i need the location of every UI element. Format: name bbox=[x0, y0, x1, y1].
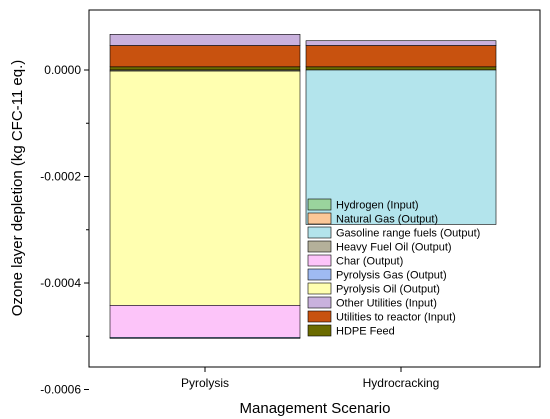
bar-segment-hydrocracking-gasoline-range-fuels-output bbox=[305, 69, 497, 225]
bar-segment-hydrocracking-hdpe-feed bbox=[305, 66, 497, 71]
legend-swatch-hydrogen-input bbox=[307, 198, 332, 211]
legend-swatch-gasoline-range-fuels-output bbox=[307, 226, 332, 239]
legend-label-gasoline-range-fuels-output: Gasoline range fuels (Output) bbox=[336, 228, 480, 240]
legend-swatch-pyrolysis-oil-output bbox=[307, 282, 332, 295]
bar-segment-pyrolysis-pyrolysis-gas-output bbox=[109, 337, 301, 339]
legend-swatch-utilities-to-reactor-input bbox=[307, 310, 332, 323]
legend-label-hydrogen-input: Hydrogen (Input) bbox=[336, 200, 419, 212]
bar-segment-pyrolysis-pyrolysis-oil-output bbox=[109, 70, 301, 306]
x-tick-label-pyrolysis: Pyrolysis bbox=[181, 376, 229, 390]
plot-frame bbox=[88, 9, 541, 368]
legend-label-pyrolysis-gas-output: Pyrolysis Gas (Output) bbox=[336, 270, 447, 282]
legend-label-heavy-fuel-oil-output: Heavy Fuel Oil (Output) bbox=[336, 242, 452, 254]
legend-swatch-heavy-fuel-oil-output bbox=[307, 240, 332, 253]
bar-segment-pyrolysis-char-output bbox=[109, 305, 301, 338]
y-tick-label: -0.0006 bbox=[40, 383, 81, 397]
x-axis: Pyrolysis Hydrocracking bbox=[181, 367, 439, 390]
legend-label-char-output: Char (Output) bbox=[336, 256, 403, 268]
legend-swatch-natural-gas-output bbox=[307, 212, 332, 225]
bar-segment-hydrocracking-utilities-to-reactor-input bbox=[305, 45, 497, 68]
y-tick-label: 0.0000 bbox=[44, 63, 81, 77]
bar-segment-pyrolysis-utilities-to-reactor-input bbox=[109, 45, 301, 68]
x-tick-label-hydrocracking: Hydrocracking bbox=[363, 376, 440, 390]
bar-segment-pyrolysis-other-utilities-input bbox=[109, 34, 301, 46]
y-axis-title: Ozone layer depletion (kg CFC-11 eq.) bbox=[9, 60, 26, 317]
bars-group bbox=[109, 34, 497, 339]
legend-label-utilities-to-reactor-input: Utilities to reactor (Input) bbox=[336, 312, 456, 324]
legend-label-other-utilities-input: Other Utilities (Input) bbox=[336, 298, 437, 310]
legend-label-pyrolysis-oil-output: Pyrolysis Oil (Output) bbox=[336, 284, 440, 296]
legend-label-hdpe-feed: HDPE Feed bbox=[336, 326, 395, 338]
x-axis-title: Management Scenario bbox=[240, 400, 391, 417]
bar-segment-pyrolysis-hdpe-feed bbox=[109, 66, 301, 71]
legend-swatch-pyrolysis-gas-output bbox=[307, 268, 332, 281]
legend-swatch-char-output bbox=[307, 254, 332, 267]
legend: Hydrogen (Input) Natural Gas (Output) Gaso… bbox=[307, 198, 480, 338]
y-tick-label: -0.0002 bbox=[40, 170, 81, 184]
y-tick-label: -0.0004 bbox=[40, 276, 81, 290]
legend-swatch-other-utilities-input bbox=[307, 296, 332, 309]
legend-swatch-hdpe-feed bbox=[307, 324, 332, 337]
y-axis: 0.0000 -0.0002 -0.0004 -0.0006 bbox=[40, 63, 89, 397]
bar-segment-hydrocracking-other-utilities-input bbox=[305, 40, 497, 46]
legend-label-natural-gas-output: Natural Gas (Output) bbox=[336, 214, 438, 226]
